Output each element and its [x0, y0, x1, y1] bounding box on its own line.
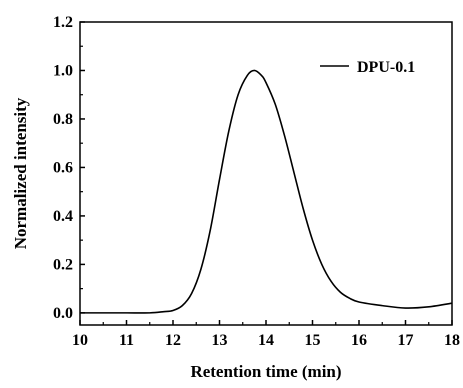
series-layer [80, 69, 453, 314]
y-tick-label: 0.2 [53, 256, 73, 273]
x-tick-label: 16 [351, 332, 367, 349]
x-tick-label: 11 [119, 332, 134, 349]
y-tick-label: 0.6 [53, 159, 73, 176]
x-tick-label: 13 [212, 332, 228, 349]
y-tick-label: 1.2 [53, 14, 73, 31]
y-tick-label: 1.0 [53, 62, 73, 79]
y-ticks: 0.0 0.2 0.4 0.6 0.8 1.0 1.2 [53, 14, 85, 322]
x-ticks: 10 11 12 13 14 15 16 17 18 [72, 320, 460, 349]
y-tick-label: 0.0 [53, 305, 73, 322]
x-axis-title: Retention time (min) [190, 362, 341, 381]
legend-label: DPU-0.1 [357, 59, 415, 76]
x-tick-label: 17 [398, 332, 414, 349]
x-tick-label: 10 [72, 332, 88, 349]
legend: DPU-0.1 [320, 59, 415, 76]
x-tick-label: 14 [258, 332, 274, 349]
x-tick-label: 12 [165, 332, 181, 349]
series-line [80, 69, 453, 314]
y-axis-title: Normalized intensity [11, 97, 30, 249]
y-tick-label: 0.8 [53, 111, 73, 128]
x-tick-label: 18 [444, 332, 460, 349]
y-tick-label: 0.4 [53, 208, 73, 225]
x-tick-label: 15 [305, 332, 321, 349]
